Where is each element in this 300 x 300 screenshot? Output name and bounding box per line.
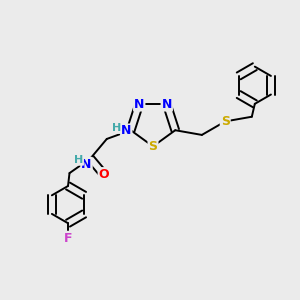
Text: H: H xyxy=(74,155,83,165)
Text: N: N xyxy=(81,158,92,171)
Text: O: O xyxy=(99,168,109,181)
Text: N: N xyxy=(162,98,172,111)
Text: N: N xyxy=(134,98,144,111)
Text: N: N xyxy=(121,124,131,137)
Text: H: H xyxy=(112,123,121,133)
Text: F: F xyxy=(64,232,72,245)
Text: S: S xyxy=(221,115,230,128)
Text: S: S xyxy=(148,140,158,153)
